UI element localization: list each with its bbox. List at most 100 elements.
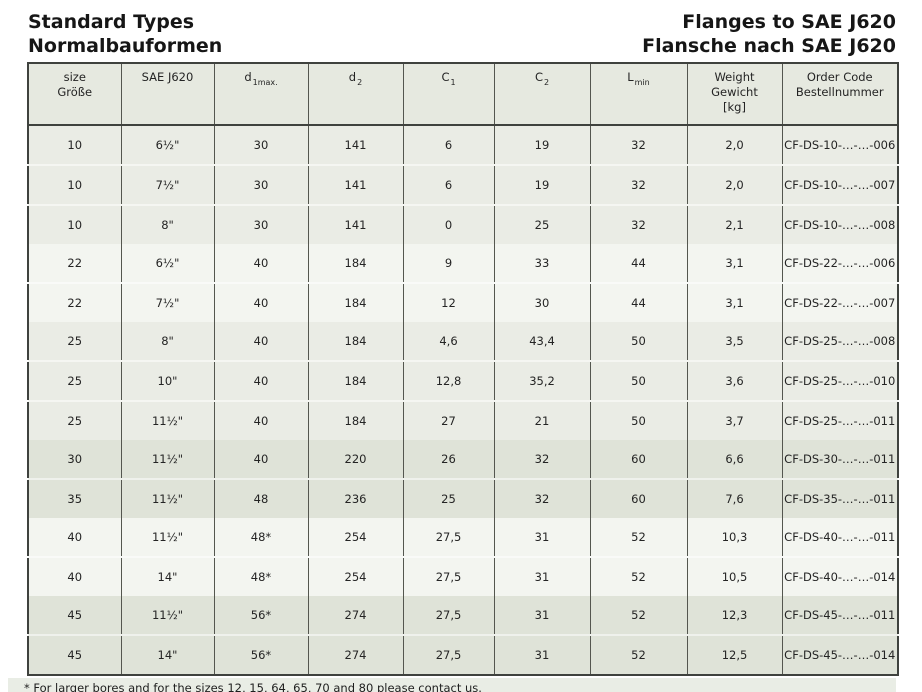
cell-c2: 33 (493, 244, 591, 283)
cell-c1: 9 (402, 244, 495, 283)
col-header-c2: C2 (493, 63, 591, 126)
cell-lmin: 44 (589, 282, 688, 322)
cell-lmin: 60 (589, 478, 688, 518)
cell-lmin: 50 (589, 322, 688, 361)
cell-order-code: CF-DS-22-…-…-006 (781, 244, 899, 283)
cell-d2: 184 (307, 400, 404, 440)
page-title-left: Standard Types Normalbauformen (28, 10, 222, 58)
cell-sae: 11½" (120, 400, 215, 440)
cell-size: 40 (27, 518, 122, 557)
cell-size: 10 (27, 204, 122, 244)
cell-d2: 141 (307, 204, 404, 244)
cell-sae: 7½" (120, 164, 215, 205)
cell-c1: 12,8 (402, 360, 495, 401)
cell-order-code: CF-DS-45-…-…-014 (781, 634, 899, 675)
cell-sae: 11½" (120, 478, 215, 518)
cell-c1: 25 (402, 478, 495, 518)
col-header-sae-label: SAE J620 (141, 70, 194, 84)
cell-c1: 26 (402, 440, 495, 479)
cell-d2: 274 (307, 596, 404, 635)
page-title-right: Flanges to SAE J620 Flansche nach SAE J6… (642, 10, 896, 58)
col-header-lmin: Lmin (589, 63, 688, 126)
cell-sae: 11½" (120, 596, 215, 635)
cell-c2: 25 (493, 204, 591, 244)
page-subject-de: Flansche nach SAE J620 (642, 35, 896, 57)
cell-c1: 0 (402, 204, 495, 244)
cell-sae: 14" (120, 634, 215, 675)
cell-d1max: 48* (213, 518, 309, 557)
cell-d2: 141 (307, 125, 404, 165)
cell-size: 40 (27, 556, 122, 596)
cell-sae: 11½" (120, 518, 215, 557)
table-row: 40 14" 48* 254 27,5 31 52 10,5 CF-DS-40-… (27, 556, 899, 596)
page-title-en: Standard Types (28, 11, 195, 33)
cell-sae: 8" (120, 204, 215, 244)
cell-c2: 31 (493, 596, 591, 635)
cell-weight: 3,1 (686, 244, 783, 283)
cell-d1max: 56* (213, 596, 309, 635)
table-row: 45 14" 56* 274 27,5 31 52 12,5 CF-DS-45-… (27, 634, 899, 675)
footnote-line-en: * For larger bores and for the sizes 12,… (24, 681, 482, 692)
table-header-row: size Größe SAE J620 d1max. d2 C1 C2 (27, 63, 899, 126)
table-row: 35 11½" 48 236 25 32 60 7,6 CF-DS-35-…-…… (27, 478, 899, 518)
cell-c1: 6 (402, 164, 495, 205)
cell-d1max: 40 (213, 440, 309, 479)
cell-order-code: CF-DS-25-…-…-008 (781, 322, 899, 361)
cell-c1: 27 (402, 400, 495, 440)
cell-c1: 27,5 (402, 596, 495, 635)
cell-c2: 32 (493, 440, 591, 479)
cell-weight: 7,6 (686, 478, 783, 518)
cell-d2: 254 (307, 556, 404, 596)
cell-c2: 30 (493, 282, 591, 322)
cell-weight: 3,7 (686, 400, 783, 440)
cell-d1max: 40 (213, 360, 309, 401)
cell-c2: 32 (493, 478, 591, 518)
cell-d2: 141 (307, 164, 404, 205)
footnotes: * For larger bores and for the sizes 12,… (8, 678, 896, 692)
table-row: 10 6½" 30 141 6 19 32 2,0 CF-DS-10-…-…-0… (27, 125, 899, 165)
cell-sae: 10" (120, 360, 215, 401)
cell-lmin: 50 (589, 400, 688, 440)
cell-weight: 3,1 (686, 282, 783, 322)
cell-size: 10 (27, 164, 122, 205)
cell-c1: 4,6 (402, 322, 495, 361)
table-row: 10 8" 30 141 0 25 32 2,1 CF-DS-10-…-…-00… (27, 204, 899, 244)
cell-d2: 236 (307, 478, 404, 518)
cell-order-code: CF-DS-10-…-…-006 (781, 125, 899, 165)
cell-sae: 11½" (120, 440, 215, 479)
cell-size: 45 (27, 634, 122, 675)
cell-d2: 184 (307, 322, 404, 361)
cell-d2: 254 (307, 518, 404, 557)
cell-c1: 12 (402, 282, 495, 322)
cell-lmin: 50 (589, 360, 688, 401)
cell-c2: 21 (493, 400, 591, 440)
col-header-order-en: Order Code (806, 70, 873, 84)
cell-size: 22 (27, 282, 122, 322)
cell-order-code: CF-DS-40-…-…-014 (781, 556, 899, 596)
table-row: 22 7½" 40 184 12 30 44 3,1 CF-DS-22-…-…-… (27, 282, 899, 322)
cell-d1max: 40 (213, 244, 309, 283)
cell-order-code: CF-DS-30-…-…-011 (781, 440, 899, 479)
table-row: 30 11½" 40 220 26 32 60 6,6 CF-DS-30-…-…… (27, 440, 899, 479)
cell-sae: 6½" (120, 244, 215, 283)
cell-sae: 6½" (120, 125, 215, 165)
cell-c2: 31 (493, 556, 591, 596)
col-header-order-code: Order Code Bestellnummer (781, 63, 899, 126)
cell-weight: 3,6 (686, 360, 783, 401)
table-row: 25 11½" 40 184 27 21 50 3,7 CF-DS-25-…-…… (27, 400, 899, 440)
table-row: 10 7½" 30 141 6 19 32 2,0 CF-DS-10-…-…-0… (27, 164, 899, 205)
cell-c2: 35,2 (493, 360, 591, 401)
cell-c2: 19 (493, 125, 591, 165)
page-header: Standard Types Normalbauformen Flanges t… (0, 0, 922, 58)
cell-size: 22 (27, 244, 122, 283)
col-header-d1max: d1max. (213, 63, 309, 126)
cell-order-code: CF-DS-10-…-…-007 (781, 164, 899, 205)
cell-d1max: 40 (213, 322, 309, 361)
cell-lmin: 44 (589, 244, 688, 283)
cell-lmin: 52 (589, 518, 688, 557)
cell-c2: 43,4 (493, 322, 591, 361)
table-row: 25 10" 40 184 12,8 35,2 50 3,6 CF-DS-25-… (27, 360, 899, 401)
col-header-c1: C1 (402, 63, 495, 126)
col-header-weight-de: Gewicht (711, 85, 758, 99)
